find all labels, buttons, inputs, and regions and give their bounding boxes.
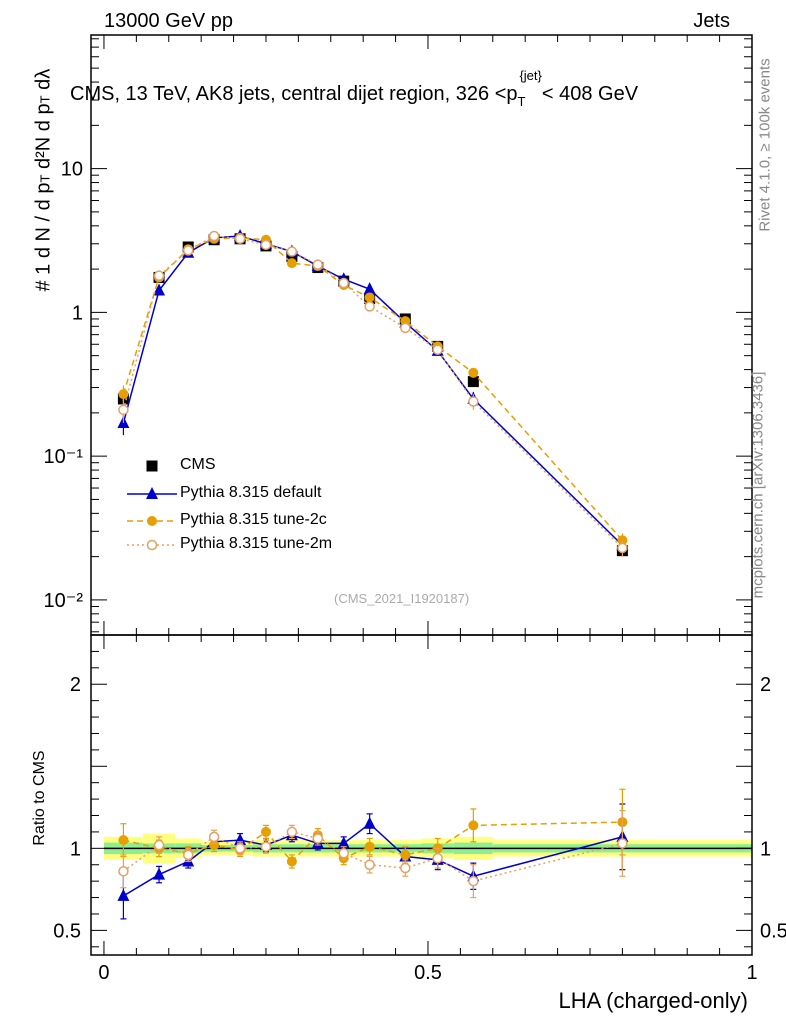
legend-swatch-marker [146, 460, 158, 472]
ylabel-denom: d N / d p [32, 182, 55, 259]
plot-title-main: CMS, 13 TeV, AK8 jets, central dijet reg… [70, 83, 518, 105]
x-tick-label: 0.5 [414, 962, 442, 984]
ratio-data-point [118, 866, 129, 877]
ratio-y-tick-label: 1 [70, 838, 81, 860]
rivet-version-label: Rivet 4.1.0, ≥ 100k events [756, 58, 774, 232]
ratio-data-point [234, 843, 246, 854]
ratio-ylabel: Ratio to CMS [31, 750, 48, 846]
ratio-data-point [260, 841, 272, 852]
ylabel-lambda: dλ [32, 68, 55, 90]
ratio-data-point [400, 862, 411, 874]
ratio-data-point [364, 841, 375, 852]
ylabel-num2-sub: T [37, 95, 53, 104]
ratio-data-point [208, 831, 220, 843]
main-data-point [468, 396, 479, 407]
ratio-data-point [468, 820, 479, 831]
main-data-point [468, 367, 479, 378]
ylabel-num: d²N [32, 136, 55, 169]
ratio-data-point [400, 849, 411, 860]
plot-title-sup: {jet} [519, 68, 542, 83]
ratio-y-tick-label-right: 0.5 [760, 920, 786, 942]
legend-label-default: Pythia 8.315 default [180, 484, 322, 501]
header-left-label: 13000 GeV pp [104, 10, 233, 32]
analysis-watermark: (CMS_2021_I1920187) [334, 591, 470, 606]
ratio-series-line [122, 831, 623, 882]
main-data-point [432, 344, 443, 355]
y-tick-label: 1 [72, 302, 83, 324]
x-axis-label: LHA (charged-only) [558, 988, 748, 1013]
main-data-point [617, 542, 628, 554]
x-tick-label: 0 [98, 962, 109, 984]
ylabel-main-text: 1/dN/dp_T d^2N/dp_T dλ [0, 0, 1, 1]
main-data-point [234, 233, 246, 245]
header-right-label: Jets [693, 10, 730, 32]
ratio-data-point [312, 833, 324, 844]
ratio-data-point [153, 839, 165, 851]
ratio-y-tick-label-right: 1 [760, 838, 771, 860]
ratio-data-point [432, 852, 443, 864]
legend-label-cms: CMS [180, 456, 216, 473]
main-data-point [467, 376, 479, 388]
ratio-data-point [182, 849, 194, 861]
main-data-point [153, 283, 166, 296]
ratio-data-point [209, 840, 220, 851]
main-data-point [338, 277, 349, 289]
main-data-point [260, 239, 272, 251]
legend-swatch-marker [147, 516, 157, 526]
y-tick-label: 10 [61, 159, 83, 181]
ylabel-num2: d p [32, 103, 55, 132]
legend-label-tune2c: Pythia 8.315 tune-2c [180, 511, 327, 528]
legend-swatch-marker [146, 487, 158, 499]
mcplots-label: mcplots.cern.ch [arXiv:1306.3436] [749, 371, 767, 599]
main-series-line [122, 235, 623, 549]
ratio-y-tick-label: 2 [70, 674, 81, 696]
ratio-data-point [286, 856, 297, 867]
ratio-data-point [363, 816, 376, 829]
ylabel-denom-sub: T [37, 174, 53, 183]
main-series-line [122, 237, 623, 541]
main-data-point [364, 292, 375, 303]
main-data-point [286, 258, 297, 269]
ratio-data-point [153, 867, 166, 880]
y-tick-label: 10⁻¹ [44, 446, 84, 468]
ratio-data-point [260, 826, 271, 837]
main-data-point [364, 301, 375, 312]
main-ylabel: # 1 d N / d pT d²N d pT dλ [14, 30, 74, 292]
main-data-point [363, 282, 376, 295]
main-data-point [312, 259, 324, 270]
ratio-data-point [117, 888, 130, 901]
legend-label-tune2m: Pythia 8.315 tune-2m [180, 535, 333, 552]
plot-title-tail: < 408 GeV [541, 83, 639, 105]
plot-title: CMS, 13 TeV, AK8 jets, central dijet reg… [70, 68, 638, 109]
main-data-point [153, 270, 165, 281]
ratio-data-point [364, 859, 375, 870]
ratio-data-point [337, 836, 350, 849]
ratio-data-point [338, 848, 349, 859]
ylabel-hash: # [32, 280, 55, 292]
ratio-y-tick-label-right: 2 [760, 674, 771, 696]
ratio-series-line [123, 822, 623, 897]
main-data-point [208, 230, 220, 242]
main-data-point [286, 246, 298, 257]
plot-title-sub: T [517, 94, 526, 109]
ratio-y-tick-label: 0.5 [53, 920, 81, 942]
y-tick-label: 10⁻² [44, 590, 84, 612]
ratio-data-point [286, 826, 298, 838]
ratio-data-point [617, 838, 628, 849]
main-data-point [118, 389, 129, 400]
ratio-data-point [118, 835, 129, 846]
legend-swatch-marker [146, 539, 158, 551]
main-data-point [182, 245, 194, 256]
xlabel-ratio-text: LHA (charged-only) [0, 0, 1, 1]
main-data-point [118, 404, 129, 416]
ylabel-one: 1 [32, 263, 55, 275]
ratio-data-point [468, 875, 479, 887]
x-tick-label: 1 [746, 962, 757, 984]
ratio-plot-frame [90, 634, 753, 956]
main-data-point [400, 322, 411, 334]
